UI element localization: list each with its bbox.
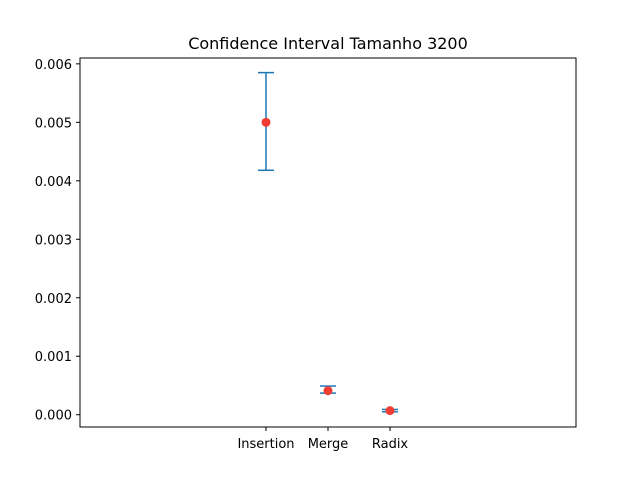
plot-area-frame bbox=[79, 57, 577, 428]
mean-point bbox=[323, 386, 333, 396]
x-tick-label: Merge bbox=[308, 437, 349, 452]
y-tick-label: 0.002 bbox=[35, 292, 72, 307]
y-tick-label: 0.004 bbox=[35, 175, 72, 190]
errorbar-radix bbox=[382, 406, 398, 416]
y-tick-label: 0.005 bbox=[35, 116, 72, 131]
chart-title: Confidence Interval Tamanho 3200 bbox=[188, 34, 468, 53]
mean-point bbox=[261, 117, 271, 127]
x-tick-label: Radix bbox=[372, 437, 409, 452]
errorbar-merge bbox=[320, 385, 336, 396]
y-tick-label: 0.001 bbox=[35, 350, 72, 365]
data-marks bbox=[258, 71, 398, 416]
mean-point bbox=[385, 406, 395, 416]
errorbar-insertion bbox=[258, 71, 274, 172]
y-tick-label: 0.006 bbox=[35, 58, 72, 73]
y-tick-label: 0.000 bbox=[35, 409, 72, 424]
y-axis: 0.000 0.001 0.002 0.003 0.004 0.005 0.006 bbox=[35, 58, 80, 424]
x-axis: Insertion Merge Radix bbox=[237, 427, 408, 452]
x-tick-label: Insertion bbox=[237, 437, 294, 452]
y-tick-label: 0.003 bbox=[35, 233, 72, 248]
